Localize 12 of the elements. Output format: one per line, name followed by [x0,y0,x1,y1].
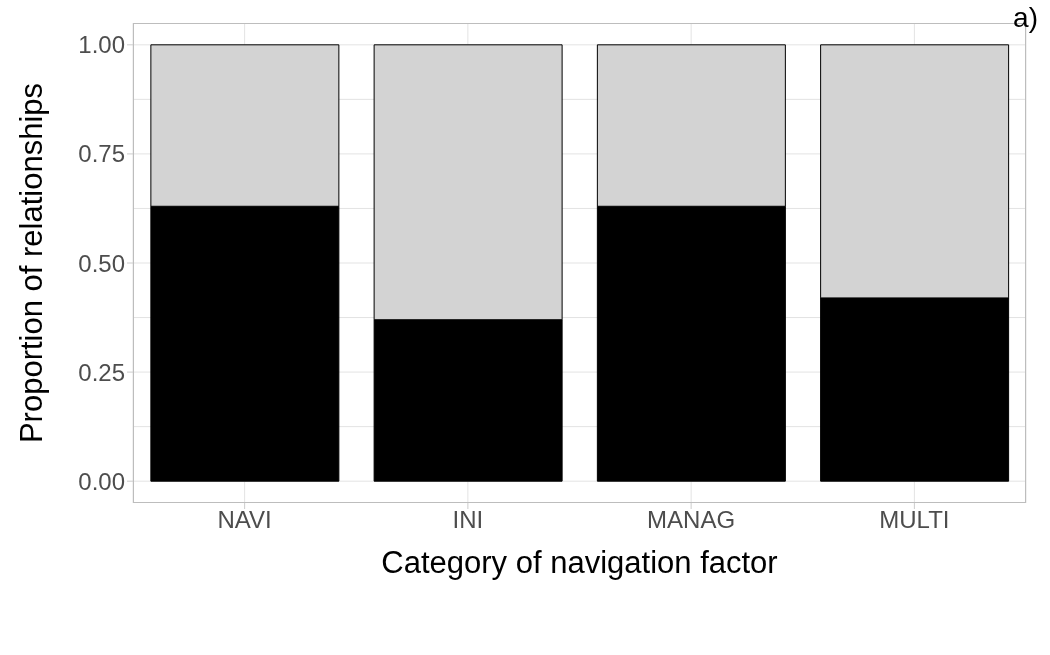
y-tick-label: 0.25 [78,358,125,386]
y-tick-label: 1.00 [78,31,125,59]
y-tick-label: 0.50 [78,249,125,277]
y-tick-label: 0.75 [78,140,125,168]
x-tick-label: MULTI [879,506,950,534]
annotation: a) [1013,2,1038,34]
x-axis-title: Category of navigation factor [381,545,778,580]
y-tick-label: 0.00 [78,467,125,495]
y-axis-title: Proportion of relationships [14,82,50,444]
x-tick-label: NAVI [217,506,272,534]
x-tick-label: MANAG [647,506,736,534]
x-tick-label: INI [452,506,484,534]
